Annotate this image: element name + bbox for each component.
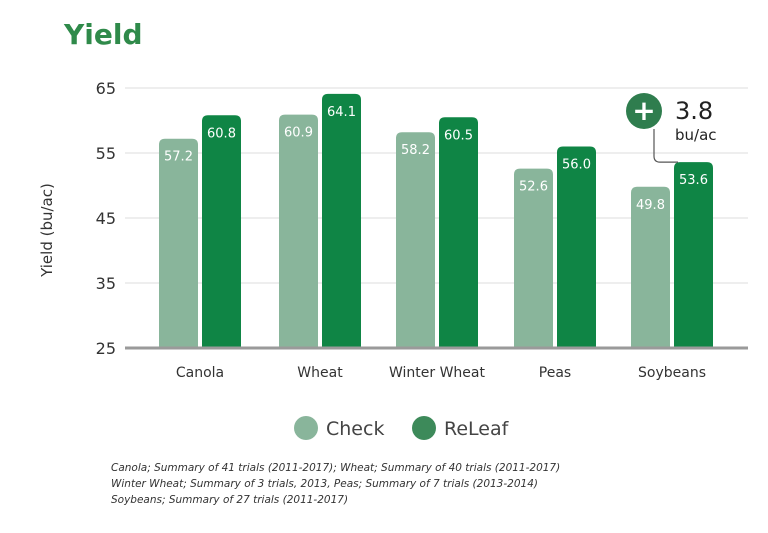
legend: Check ReLeaf — [294, 416, 510, 440]
bar-value-label: 60.9 — [284, 126, 313, 141]
bar-check-wheat — [279, 114, 318, 349]
bar-value-label: 58.2 — [401, 143, 430, 158]
footnote-line: Soybeans; Summary of 27 trials (2011-201… — [111, 494, 349, 506]
bar-releaf-winter-wheat — [439, 117, 478, 348]
bar-check-winter-wheat — [396, 132, 435, 348]
bar-value-label: 49.8 — [636, 198, 665, 213]
y-tick-label: 45 — [96, 209, 116, 228]
plus-circle-icon — [626, 93, 662, 129]
bar-check-soybeans — [631, 186, 670, 348]
footnote-line: Canola; Summary of 41 trials (2011-2017)… — [111, 462, 561, 474]
y-axis-label: Yield (bu/ac) — [38, 183, 56, 278]
footnote-line: Winter Wheat; Summary of 3 trials, 2013,… — [111, 478, 538, 490]
bar-releaf-canola — [202, 115, 241, 348]
annotation-connector — [653, 129, 678, 163]
y-tick-label: 35 — [96, 274, 116, 293]
annotation-value: 3.8 — [675, 97, 713, 125]
bar-releaf-wheat — [322, 93, 361, 348]
category-label: Winter Wheat — [389, 365, 486, 381]
bar-check-peas — [514, 168, 553, 348]
y-tick-label: 55 — [96, 144, 116, 163]
legend-swatch — [294, 416, 318, 440]
bar-value-label: 52.6 — [519, 180, 548, 195]
bar-value-label: 57.2 — [164, 150, 193, 165]
bar-value-label: 64.1 — [327, 105, 356, 120]
bar-value-label: 60.8 — [207, 126, 236, 141]
y-axis-ticks: 25 35 45 55 65 — [96, 79, 116, 358]
bars: 57.2 60.8 60.9 64.1 58.2 60.5 52.6 56.0 49.8 53.6 — [159, 93, 713, 349]
bar-releaf-soybeans — [674, 162, 713, 348]
legend-label: ReLeaf — [444, 418, 510, 440]
category-labels: Canola Wheat Winter Wheat Peas Soybeans — [176, 365, 706, 381]
bar-check-canola — [159, 138, 198, 348]
annotation-unit: bu/ac — [675, 126, 717, 144]
bar-releaf-peas — [557, 146, 596, 348]
bar-value-label: 60.5 — [444, 128, 473, 143]
category-label: Wheat — [297, 365, 343, 381]
yield-chart: Yield Yield (bu/ac) 25 35 45 55 65 57.2 60.8 6… — [38, 18, 748, 440]
y-tick-label: 25 — [96, 339, 116, 358]
category-label: Canola — [176, 365, 224, 381]
legend-label: Check — [326, 418, 384, 440]
difference-annotation: +3.8bu/ac — [626, 93, 717, 163]
chart-title: Yield — [63, 18, 143, 51]
category-label: Soybeans — [638, 365, 706, 381]
category-label: Peas — [539, 365, 571, 381]
legend-swatch — [412, 416, 436, 440]
bar-value-label: 56.0 — [562, 158, 591, 173]
y-tick-label: 65 — [96, 79, 116, 98]
plus-symbol: + — [632, 94, 655, 127]
bar-value-label: 53.6 — [679, 173, 708, 188]
footnotes: Canola; Summary of 41 trials (2011-2017)… — [111, 460, 711, 508]
